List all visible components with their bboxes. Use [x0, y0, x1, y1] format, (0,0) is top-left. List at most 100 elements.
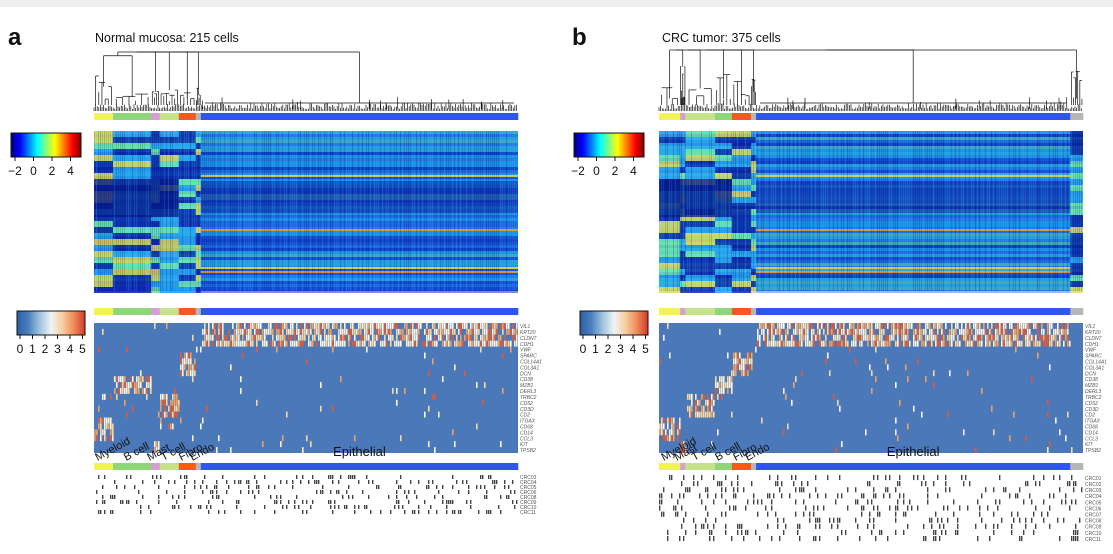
gene-label: KIT: [520, 442, 529, 448]
panel-letter-b: b: [572, 24, 587, 51]
gene-label: KRT20: [520, 330, 536, 336]
sample-matrix: CRC01CRC02CRC03CRC04CRC05CRC06CRC07CRC08…: [659, 475, 1102, 543]
gene-label: CLDN7: [1085, 336, 1102, 342]
sample-label: CRC06: [1085, 506, 1102, 512]
expression-color-scale: −2 0 2 4: [8, 132, 82, 178]
gene-label: SPARC: [1085, 354, 1102, 360]
scale-tick-label: 0: [30, 164, 37, 178]
sample-label: CRC04: [520, 480, 537, 486]
scale-tick-label: 0: [593, 164, 600, 178]
scale-tick-label: −2: [571, 164, 585, 178]
gene-label: VIL1: [520, 324, 531, 330]
gene-label: DERL3: [520, 389, 536, 395]
gene-label: MZB1: [520, 383, 534, 389]
gene-label: DCN: [1085, 371, 1096, 377]
gene-label: CD14: [1085, 430, 1098, 436]
celltype-bar-middle: [659, 308, 1084, 315]
scale-tick-label: 4: [67, 342, 74, 356]
scale-tick-label: 1: [29, 342, 36, 356]
gene-label: KIT: [1085, 442, 1094, 448]
scale-tick-label: 4: [630, 342, 637, 356]
gene-label: CD38: [520, 377, 533, 383]
gene-label: CD3D: [1085, 407, 1099, 413]
celltype-bar-top: [94, 113, 519, 120]
expression-heatmap: [659, 131, 1083, 293]
gene-label: TPSB2: [1085, 448, 1101, 454]
gene-label: CDH1: [1085, 342, 1099, 348]
gene-label: CD52: [520, 401, 533, 407]
sample-label: CRC07: [1085, 512, 1102, 518]
gene-label: CD38: [1085, 377, 1098, 383]
gene-label: CD3D: [520, 407, 534, 413]
gene-label: ITGAX: [520, 419, 536, 425]
gene-label: CD68: [1085, 424, 1098, 430]
gene-label: CD2: [1085, 413, 1095, 419]
scale-tick-label: 2: [605, 342, 612, 356]
gene-label: CCL3: [520, 436, 533, 442]
gene-label: TRBC2: [1085, 395, 1102, 401]
sample-label: CRC03: [1085, 488, 1102, 494]
gene-label: VIL1: [1085, 324, 1096, 330]
dendrogram: [93, 51, 517, 111]
gene-label: CD14: [520, 430, 533, 436]
dendrogram: [658, 49, 1083, 111]
scale-tick-label: 4: [67, 164, 74, 178]
scale-tick-label: −2: [8, 164, 22, 178]
gene-label: TRBC2: [520, 395, 537, 401]
scale-tick-label: 0: [580, 342, 587, 356]
scale-tick-label: 3: [54, 342, 61, 356]
gene-label: COL14A1: [1085, 359, 1107, 365]
gene-label: CDH1: [520, 342, 534, 348]
scale-tick-label: 2: [49, 164, 56, 178]
gene-label: DCN: [520, 371, 531, 377]
sample-label: CRC08: [1085, 519, 1102, 525]
sample-label: CRC09: [520, 500, 537, 506]
gene-label: TPSB2: [520, 448, 536, 454]
panel-title-b: CRC tumor: 375 cells: [662, 31, 781, 45]
gene-labels: VIL1KRT20CLDN7CDH1VWFSPARCCOL14A1COL3A1D…: [520, 324, 542, 454]
scale-tick-label: 5: [79, 342, 86, 356]
gene-label: CCL3: [1085, 436, 1098, 442]
sample-label: CRC03: [520, 475, 537, 481]
scale-tick-label: 1: [592, 342, 599, 356]
scale-tick-label: 2: [42, 342, 49, 356]
gene-label: ITGAX: [1085, 419, 1101, 425]
celltype-label: Epithelial: [887, 444, 940, 459]
panel-title-a: Normal mucosa: 215 cells: [95, 31, 239, 45]
celltype-bar-top: [659, 113, 1084, 120]
scale-tick-label: 5: [642, 342, 649, 356]
sample-label: CRC02: [1085, 482, 1102, 488]
gene-label: COL3A1: [1085, 365, 1104, 371]
sample-label: CRC10: [520, 505, 537, 511]
scale-tick-label: 2: [612, 164, 619, 178]
gene-label: COL14A1: [520, 359, 542, 365]
sample-label: CRC10: [1085, 531, 1102, 537]
celltype-bar-middle: [94, 308, 519, 315]
sample-label: CRC06: [520, 490, 537, 496]
gene-label: CD68: [520, 424, 533, 430]
gene-labels: VIL1KRT20CLDN7CDH1VWFSPARCCOL14A1COL3A1D…: [1085, 324, 1107, 454]
sample-label: CRC08: [520, 495, 537, 501]
expression-color-scale: −2 0 2 4: [571, 132, 645, 178]
celltype-label: Epithelial: [333, 444, 386, 459]
sample-label: CRC05: [520, 485, 537, 491]
gene-label: MZB1: [1085, 383, 1099, 389]
celltype-bar-bottom: [659, 463, 1084, 470]
top-bar: [0, 0, 1113, 7]
sample-label: CRC04: [1085, 494, 1102, 500]
scale-tick-label: 0: [17, 342, 24, 356]
gene-label: CD2: [520, 413, 530, 419]
figure-panel-b: VIL1KRT20CLDN7CDH1VWFSPARCCOL14A1COL3A1D…: [571, 49, 1107, 543]
gene-label: VWF: [520, 348, 532, 354]
scale-tick-label: 4: [630, 164, 637, 178]
figure-panel-a: VIL1KRT20CLDN7CDH1VWFSPARCCOL14A1COL3A1D…: [8, 51, 542, 516]
sample-label: CRC11: [520, 510, 536, 516]
gene-label: VWF: [1085, 348, 1097, 354]
panel-letter-a: a: [8, 24, 22, 51]
sample-label: CRC09: [1085, 525, 1102, 531]
sample-label: CRC11: [1085, 537, 1101, 543]
gene-label: KRT20: [1085, 330, 1101, 336]
